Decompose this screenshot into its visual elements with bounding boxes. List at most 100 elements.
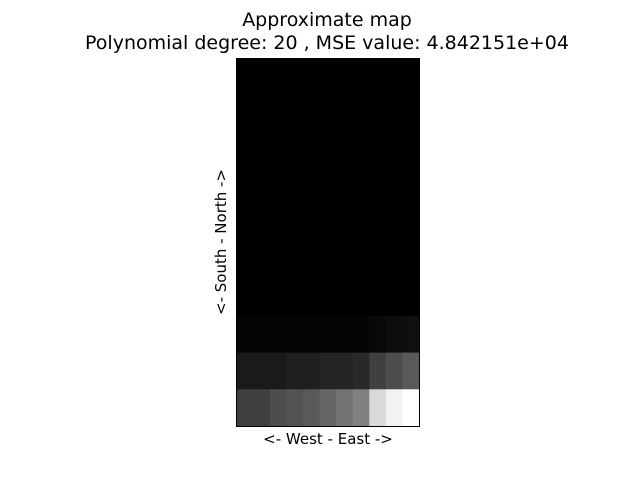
- heatmap-cell: [303, 242, 321, 280]
- chart-subtitle: Polynomial degree: 20 , MSE value: 4.842…: [85, 32, 569, 54]
- heatmap-cell: [319, 279, 337, 317]
- heatmap-cell: [303, 132, 321, 170]
- heatmap-cell: [352, 352, 370, 390]
- heatmap-cell: [385, 242, 404, 280]
- heatmap-cell: [319, 352, 337, 390]
- heatmap-cell: [385, 169, 404, 207]
- heatmap-cell: [319, 389, 337, 426]
- heatmap-cell: [303, 315, 321, 354]
- heatmap-cell: [270, 205, 288, 244]
- heatmap-cell: [369, 132, 387, 170]
- heatmap-cell: [402, 59, 419, 97]
- heatmap-cell: [369, 352, 387, 390]
- heatmap-cell: [369, 59, 387, 97]
- heatmap-cell: [369, 242, 387, 280]
- heatmap-cell: [237, 95, 255, 133]
- heatmap-cell: [270, 389, 288, 426]
- heatmap-cell: [402, 169, 419, 207]
- heatmap-cell: [270, 279, 288, 317]
- heatmap-cell: [369, 279, 387, 317]
- heatmap-cell: [237, 242, 255, 280]
- heatmap-cell: [336, 315, 354, 354]
- heatmap-cell: [336, 279, 354, 317]
- heatmap-cell: [253, 169, 271, 207]
- heatmap-cell: [303, 389, 321, 426]
- heatmap-cell: [253, 205, 271, 244]
- heatmap-cell: [336, 389, 354, 426]
- heatmap-plot-area: [236, 58, 420, 427]
- heatmap-cell: [336, 169, 354, 207]
- heatmap-cell: [385, 389, 404, 426]
- heatmap-cell: [253, 352, 271, 390]
- heatmap-cell: [286, 242, 304, 280]
- heatmap-cell: [286, 95, 304, 133]
- heatmap-cell: [253, 95, 271, 133]
- heatmap-cell: [385, 315, 404, 354]
- heatmap-cell: [385, 352, 404, 390]
- heatmap-cell: [237, 132, 255, 170]
- heatmap-cell: [237, 205, 255, 244]
- heatmap-cell: [402, 242, 419, 280]
- heatmap-cell: [402, 205, 419, 244]
- heatmap-cell: [237, 389, 255, 426]
- heatmap-cell: [385, 205, 404, 244]
- heatmap-cell: [270, 169, 288, 207]
- heatmap-cell: [402, 352, 419, 390]
- heatmap-cell: [319, 59, 337, 97]
- heatmap-cell: [352, 389, 370, 426]
- heatmap-cell: [237, 315, 255, 354]
- heatmap-cell: [336, 352, 354, 390]
- heatmap-cell: [385, 132, 404, 170]
- heatmap-cell: [253, 389, 271, 426]
- heatmap-cell: [369, 95, 387, 133]
- heatmap-cell: [336, 132, 354, 170]
- heatmap-cell: [303, 279, 321, 317]
- heatmap-cell: [352, 242, 370, 280]
- heatmap-cell: [270, 95, 288, 133]
- heatmap-cell: [286, 352, 304, 390]
- heatmap-cell: [369, 205, 387, 244]
- heatmap-cell: [319, 95, 337, 133]
- heatmap-cell: [253, 242, 271, 280]
- heatmap-cell: [369, 389, 387, 426]
- heatmap-cell: [402, 389, 419, 426]
- heatmap-cell: [402, 132, 419, 170]
- heatmap-cell: [303, 169, 321, 207]
- heatmap-cell: [352, 169, 370, 207]
- heatmap-cell: [319, 205, 337, 244]
- chart-title: Approximate map: [242, 9, 412, 31]
- heatmap-cell: [385, 59, 404, 97]
- heatmap-cell: [286, 169, 304, 207]
- heatmap-cell: [237, 59, 255, 97]
- y-axis-label: <- South - North ->: [212, 169, 230, 315]
- heatmap-cell: [303, 352, 321, 390]
- heatmap-cell: [385, 95, 404, 133]
- heatmap-cell: [286, 132, 304, 170]
- heatmap-cell: [352, 315, 370, 354]
- heatmap-cell: [303, 205, 321, 244]
- heatmap-cell: [237, 279, 255, 317]
- heatmap-cell: [352, 59, 370, 97]
- heatmap-cell: [385, 279, 404, 317]
- heatmap-cell: [237, 352, 255, 390]
- heatmap-cell: [253, 279, 271, 317]
- heatmap-cell: [336, 242, 354, 280]
- heatmap-svg: [237, 59, 419, 426]
- heatmap-cell: [336, 205, 354, 244]
- heatmap-cell: [319, 169, 337, 207]
- heatmap-cell: [286, 315, 304, 354]
- heatmap-cell: [352, 279, 370, 317]
- heatmap-cell: [402, 95, 419, 133]
- heatmap-cell: [319, 315, 337, 354]
- heatmap-cell: [237, 169, 255, 207]
- heatmap-cell: [253, 59, 271, 97]
- heatmap-cell: [352, 132, 370, 170]
- heatmap-cell: [319, 132, 337, 170]
- heatmap-cell: [319, 242, 337, 280]
- heatmap-cell: [402, 315, 419, 354]
- heatmap-cell: [270, 352, 288, 390]
- heatmap-cell: [303, 59, 321, 97]
- heatmap-cell: [352, 95, 370, 133]
- heatmap-cell: [369, 169, 387, 207]
- heatmap-cell: [253, 315, 271, 354]
